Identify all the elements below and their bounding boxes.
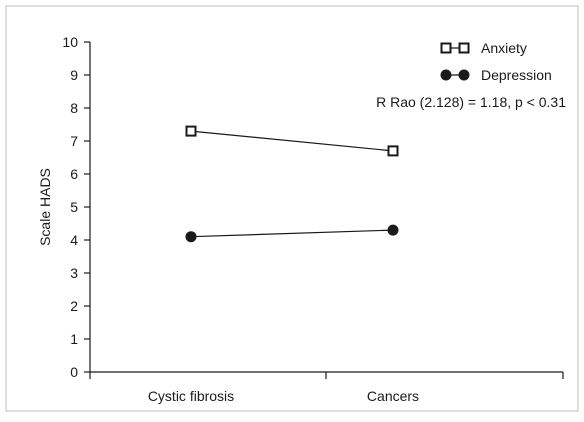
data-point: [185, 231, 197, 243]
legend-label: Depression: [481, 67, 552, 83]
series-anxiety: [185, 125, 399, 157]
series-depression: [185, 224, 399, 243]
x-axis: Cystic fibrosis Cancers: [89, 371, 564, 404]
legend-marker: [440, 69, 452, 81]
legend: Anxiety Depression: [440, 40, 552, 83]
y-axis: 0 1 2 3 4 5 6 7 8 9 10: [62, 34, 91, 380]
y-tick-label: 7: [70, 133, 78, 149]
y-tick-label: 8: [70, 100, 78, 116]
y-tick-label: 9: [70, 67, 78, 83]
y-tick-label: 5: [70, 199, 78, 215]
legend-item-anxiety: Anxiety: [440, 40, 527, 56]
legend-label: Anxiety: [481, 40, 527, 56]
y-tick-label: 6: [70, 166, 78, 182]
y-axis-title: Scale HADS: [37, 168, 53, 246]
series-line: [190, 229, 394, 238]
chart-frame: [5, 5, 579, 412]
legend-marker: [458, 69, 470, 81]
y-tick-label: 2: [70, 298, 78, 314]
series-layer: [185, 125, 399, 243]
x-tick-label: Cancers: [367, 388, 419, 404]
legend-item-depression: Depression: [440, 67, 552, 83]
legend-marker: [440, 42, 452, 54]
y-tick-label: 10: [62, 34, 78, 50]
y-tick-label: 4: [70, 232, 78, 248]
series-line: [190, 130, 394, 152]
data-point: [387, 224, 399, 236]
y-tick-label: 0: [70, 364, 78, 380]
y-tick-label: 1: [70, 331, 78, 347]
legend-marker: [458, 42, 470, 54]
data-point: [185, 125, 197, 137]
y-tick-label: 3: [70, 265, 78, 281]
statistic-annotation: R Rao (2.128) = 1.18, p < 0.31: [376, 94, 566, 110]
data-point: [387, 145, 399, 157]
x-tick-label: Cystic fibrosis: [148, 388, 234, 404]
